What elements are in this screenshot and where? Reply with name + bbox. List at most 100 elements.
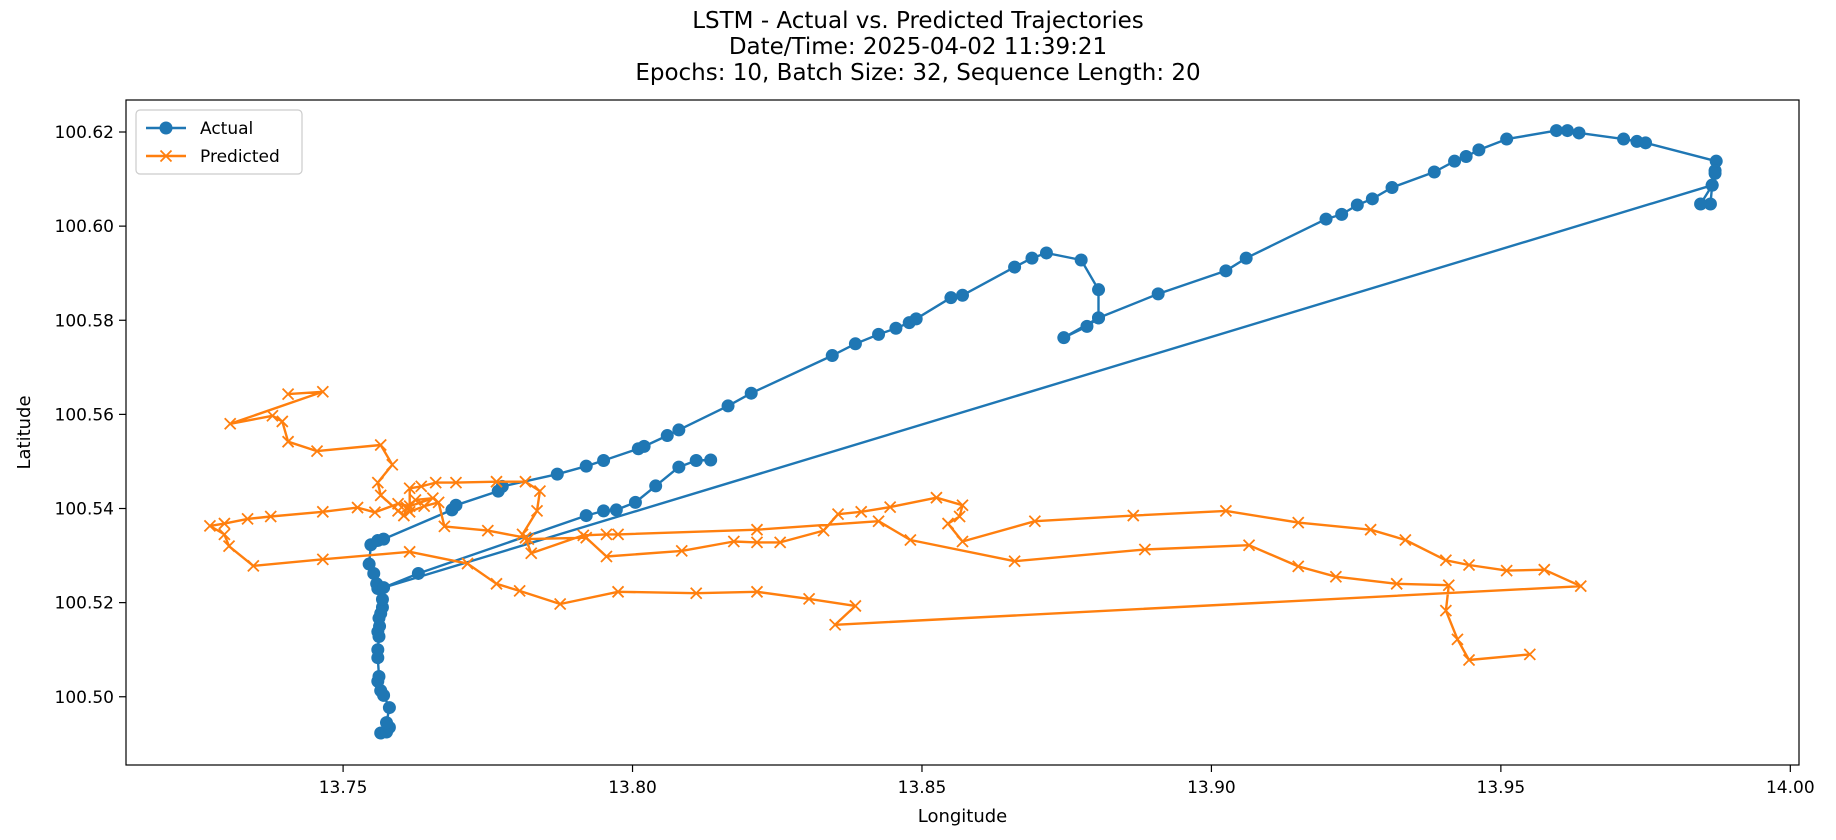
data-point [351, 501, 364, 514]
legend-label: Actual [200, 119, 253, 139]
data-point [1319, 212, 1333, 226]
legend: Actual Predicted [135, 109, 303, 175]
y-tick-label: 100.62 [55, 123, 114, 143]
data-point [579, 459, 593, 473]
data-point [953, 510, 966, 523]
data-point [1025, 251, 1039, 265]
data-point [382, 701, 396, 715]
data-point [1472, 143, 1486, 157]
data-point [362, 557, 376, 571]
data-point [1439, 554, 1453, 567]
data-point [432, 496, 445, 509]
x-tick-label: 13.80 [608, 778, 657, 798]
legend-entry-predicted: Predicted [146, 147, 280, 167]
data-point [1703, 197, 1717, 211]
data-point [825, 349, 839, 363]
data-point [1705, 178, 1719, 192]
data-point [872, 327, 886, 341]
data-point [1639, 136, 1653, 150]
y-tick-label: 100.60 [55, 217, 114, 237]
data-point [904, 533, 917, 547]
data-point [1039, 246, 1053, 260]
data-point [372, 670, 386, 684]
data-point [429, 476, 442, 489]
data-point [1329, 570, 1343, 583]
legend-entry-actual: Actual [146, 119, 253, 139]
data-point [519, 531, 532, 544]
data-point [1427, 165, 1441, 179]
data-point [1092, 283, 1106, 297]
data-point [1451, 633, 1464, 646]
data-point [689, 454, 703, 468]
data-point [956, 535, 969, 548]
data-point [637, 439, 651, 453]
data-point [1709, 154, 1723, 168]
data-point [276, 415, 289, 428]
data-point [203, 519, 217, 533]
data-point [1335, 207, 1349, 221]
y-axis: 100.50 100.52 100.54 100.56 100.58 100.60 100.… [55, 123, 126, 708]
data-point [490, 577, 503, 590]
data-point [909, 312, 923, 326]
series-line [367, 129, 1718, 735]
data-point [1057, 331, 1071, 345]
data-point [403, 545, 416, 558]
data-point [281, 435, 295, 448]
data-point [1080, 319, 1094, 333]
data-point [281, 388, 295, 401]
data-point [391, 497, 405, 510]
data-point [374, 438, 387, 452]
data-point [690, 587, 703, 600]
data-point [889, 321, 903, 335]
data-point [1462, 653, 1476, 667]
data-point [247, 559, 260, 573]
data-point [241, 512, 254, 525]
data-point [368, 506, 382, 519]
data-point [941, 517, 955, 530]
data-point [930, 491, 943, 504]
series-actual [362, 124, 1723, 740]
data-point [817, 524, 830, 537]
x-tick-label: 14.00 [1766, 778, 1815, 798]
data-point [224, 417, 237, 430]
data-point [316, 505, 329, 518]
x-tick-label: 13.85 [898, 778, 947, 798]
data-point [1390, 577, 1403, 590]
data-point [831, 508, 845, 521]
y-tick-label: 100.58 [55, 311, 114, 331]
data-point [1459, 149, 1473, 163]
data-point [579, 509, 593, 523]
data-point [530, 504, 544, 517]
data-point [218, 528, 231, 541]
data-point [944, 291, 958, 305]
data-point [449, 498, 463, 512]
axes-frame [125, 99, 1800, 766]
series-predicted [203, 385, 1587, 667]
data-point [1617, 132, 1631, 146]
data-point [1560, 124, 1574, 138]
data-point [533, 484, 547, 498]
data-point [375, 592, 389, 606]
data-point [449, 476, 463, 489]
x-tick-label: 13.90 [1187, 778, 1236, 798]
data-point [1028, 515, 1041, 528]
data-point [1151, 287, 1165, 301]
data-point [1074, 253, 1088, 267]
data-point [704, 453, 718, 467]
data-point [848, 337, 862, 351]
data-point [1365, 192, 1379, 206]
data-point [802, 592, 816, 606]
data-point [1572, 126, 1586, 140]
data-point [750, 523, 764, 536]
data-point [1242, 539, 1256, 552]
data-point [1364, 523, 1377, 536]
data-point [744, 386, 758, 400]
data-point [461, 557, 474, 570]
data-point [672, 423, 686, 437]
series-layer [203, 124, 1723, 740]
data-point [855, 505, 868, 518]
data-point [956, 499, 969, 512]
data-point [316, 553, 329, 566]
chart-title-line-1: LSTM - Actual vs. Predicted Trajectories [692, 8, 1144, 34]
data-point [672, 460, 686, 474]
